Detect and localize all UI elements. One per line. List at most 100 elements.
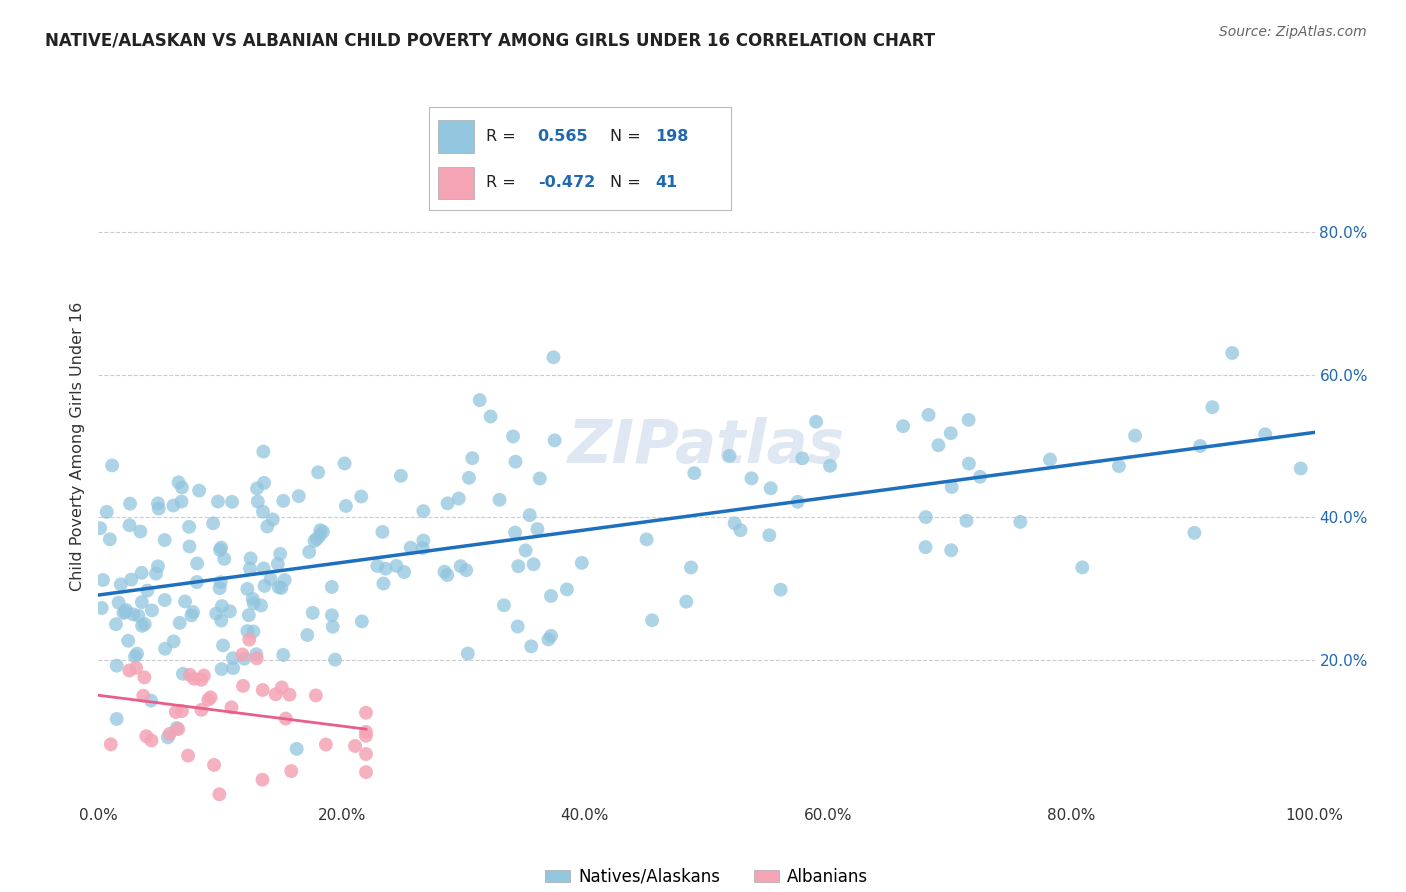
Point — [1184, 525, 1206, 540]
Point — [162, 499, 184, 513]
Point — [131, 566, 153, 580]
Point — [256, 519, 278, 533]
Point — [197, 692, 219, 706]
Point — [100, 737, 122, 751]
Point — [183, 672, 205, 686]
Point — [373, 576, 395, 591]
Point — [543, 434, 565, 448]
Point — [172, 666, 194, 681]
Point — [488, 492, 510, 507]
Point — [1189, 439, 1212, 453]
Point — [941, 543, 963, 558]
Point — [371, 524, 394, 539]
Point — [209, 541, 232, 555]
Point — [232, 679, 254, 693]
Point — [891, 419, 914, 434]
Point — [242, 591, 264, 606]
Point — [914, 540, 936, 554]
Point — [170, 494, 193, 508]
Point — [132, 689, 155, 703]
Point — [233, 651, 256, 665]
Point — [758, 528, 780, 542]
Point — [181, 605, 204, 619]
Point — [818, 458, 841, 473]
Text: Source: ZipAtlas.com: Source: ZipAtlas.com — [1219, 25, 1367, 39]
Point — [267, 580, 290, 594]
Point — [492, 599, 515, 613]
Point — [139, 693, 162, 707]
Point — [127, 608, 149, 623]
Point — [683, 466, 706, 480]
Point — [392, 565, 415, 579]
Point — [315, 738, 337, 752]
Text: N =: N = — [610, 176, 641, 191]
Point — [148, 501, 170, 516]
Point — [209, 614, 232, 628]
Point — [354, 729, 377, 743]
Text: R =: R = — [486, 176, 516, 191]
Point — [222, 661, 245, 675]
Point — [167, 722, 190, 736]
Point — [208, 787, 231, 801]
Point — [141, 733, 163, 747]
Point — [259, 572, 281, 586]
Point — [115, 603, 138, 617]
Point — [914, 510, 936, 524]
Point — [529, 471, 551, 485]
Point — [321, 580, 343, 594]
Point — [1220, 346, 1243, 360]
Legend: Natives/Alaskans, Albanians: Natives/Alaskans, Albanians — [538, 861, 875, 892]
Point — [280, 764, 302, 778]
Point — [179, 540, 201, 554]
Point — [515, 543, 537, 558]
Point — [412, 504, 434, 518]
Y-axis label: Child Poverty Among Girls Under 16: Child Poverty Among Girls Under 16 — [70, 301, 86, 591]
Point — [285, 742, 308, 756]
Point — [107, 596, 129, 610]
Point — [253, 475, 276, 490]
Point — [436, 568, 458, 582]
Point — [211, 662, 233, 676]
Point — [252, 772, 274, 787]
Point — [769, 582, 792, 597]
Point — [110, 577, 132, 591]
Point — [104, 617, 127, 632]
Point — [412, 533, 434, 548]
Point — [436, 496, 458, 510]
Point — [212, 639, 235, 653]
Point — [170, 704, 193, 718]
Point — [723, 516, 745, 531]
Point — [136, 583, 159, 598]
Point — [305, 532, 328, 546]
Text: R =: R = — [486, 129, 516, 145]
Point — [170, 480, 193, 494]
Point — [957, 413, 980, 427]
Point — [253, 579, 276, 593]
Point — [385, 558, 408, 573]
Point — [571, 556, 593, 570]
Point — [91, 573, 114, 587]
Point — [238, 632, 260, 647]
Point — [270, 581, 292, 595]
Point — [252, 505, 274, 519]
Point — [1123, 428, 1146, 442]
Point — [969, 470, 991, 484]
Point — [502, 429, 524, 443]
Point — [166, 721, 188, 735]
Point — [186, 575, 208, 590]
Point — [354, 724, 377, 739]
Point — [1071, 560, 1094, 574]
Point — [540, 629, 562, 643]
Point — [167, 475, 190, 490]
Point — [555, 582, 578, 597]
Point — [412, 541, 434, 556]
Point — [792, 451, 814, 466]
Point — [245, 647, 267, 661]
Point — [543, 351, 565, 365]
Point — [101, 458, 124, 473]
Point — [190, 703, 212, 717]
Point — [1039, 452, 1062, 467]
Point — [114, 605, 136, 619]
Point — [307, 465, 329, 479]
Point — [238, 608, 260, 623]
